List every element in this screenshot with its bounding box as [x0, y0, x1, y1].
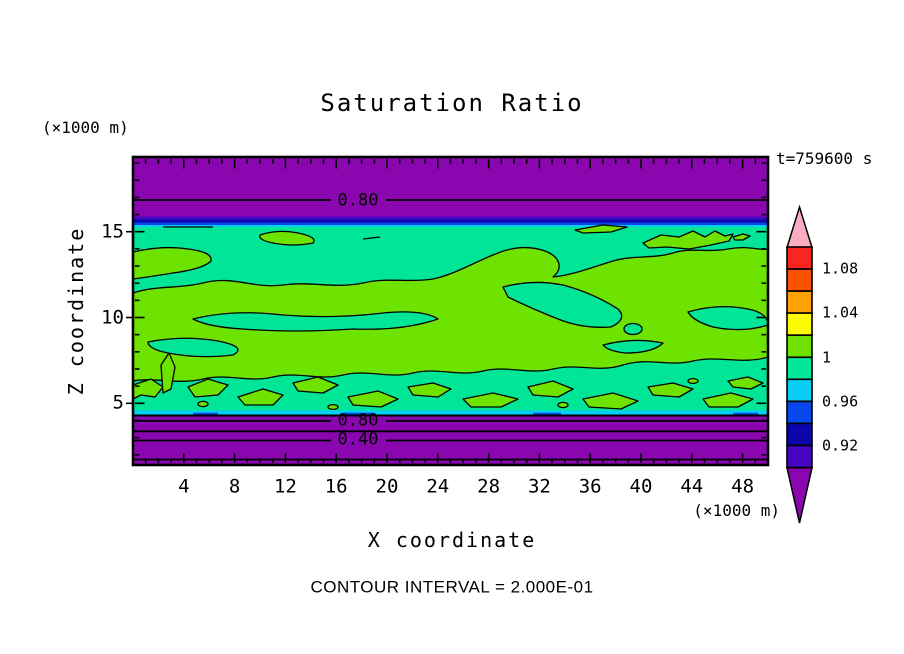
colorbar-cell: [786, 400, 813, 425]
lower-transition-cyan: [133, 410, 768, 415]
colorbar-tick-label: 1.04: [822, 303, 859, 322]
colorbar-cells: [786, 246, 813, 469]
y-tick-label: 10: [101, 306, 124, 328]
x-tick-label: 20: [375, 475, 399, 498]
x-tick-label: 40: [629, 475, 653, 498]
colorbar-cell: [786, 290, 813, 314]
x-tick-label: 12: [273, 475, 297, 498]
colorbar-bottom-arrow: [786, 467, 813, 524]
x-tick-label: 44: [680, 475, 704, 498]
x-tick-label: 48: [731, 475, 755, 498]
contour-label-top: 0.80: [337, 190, 379, 211]
upper-transition-navy: [133, 219, 768, 223]
x-tick-label: 32: [527, 475, 551, 498]
axis-ticks: [126, 159, 766, 463]
x-tick-label: 4: [178, 475, 190, 498]
x-tick-label: 8: [228, 475, 241, 498]
lower-blue-dash: [193, 412, 218, 415]
page-title: Saturation Ratio: [320, 89, 584, 117]
x-tick-label: 28: [477, 475, 501, 498]
y-axis-units: (×1000 m): [42, 118, 129, 137]
lower-blue-dash: [733, 412, 758, 415]
x-axis-units: (×1000 m): [693, 501, 780, 520]
x-axis-title: X coordinate: [367, 528, 537, 552]
colorbar-tick-label: 0.92: [822, 436, 859, 455]
lower-blue-dash: [343, 412, 373, 415]
plot-frame: [131, 155, 770, 467]
saturation-channels: [147, 281, 769, 358]
upper-transition-cyan: [133, 225, 768, 228]
upper-transition-blue: [133, 222, 768, 226]
colorbar-cell: [786, 422, 813, 447]
y-axis-title: Z coordinate: [64, 226, 88, 396]
colorbar-cell: [786, 356, 813, 381]
lower-blue-dash: [533, 412, 561, 415]
contour-interval-note: CONTOUR INTERVAL = 2.000E-01: [310, 577, 594, 597]
x-tick-label: 36: [578, 475, 602, 498]
plot-area: [126, 155, 770, 467]
y-tick-label: 5: [112, 391, 124, 414]
upper-transition-indigo: [133, 216, 768, 220]
colorbar-tick-label: 0.96: [822, 392, 859, 411]
colorbar-cell: [786, 312, 813, 336]
contour-label-bottom-upper: 0.80: [337, 410, 379, 431]
colorbar: [785, 204, 814, 524]
colorbar-cell: [786, 378, 813, 403]
colorbar-top-arrow: [785, 204, 814, 249]
colorbar-tick-label: 1: [822, 348, 832, 366]
y-tick-label: 15: [101, 220, 124, 243]
colorbar-tick-label: 1.08: [822, 259, 859, 278]
upper-subsaturated-band: [133, 157, 768, 217]
colorbar-cell: [786, 444, 813, 469]
x-tick-label: 16: [324, 475, 348, 498]
colorbar-cell: [786, 268, 813, 292]
x-tick-label: 24: [426, 475, 450, 498]
colorbar-cell: [786, 246, 813, 270]
time-stamp: t=759600 s: [776, 149, 873, 168]
colorbar-cell: [786, 334, 813, 359]
contour-label-bottom-lower: 0.40: [337, 429, 379, 450]
